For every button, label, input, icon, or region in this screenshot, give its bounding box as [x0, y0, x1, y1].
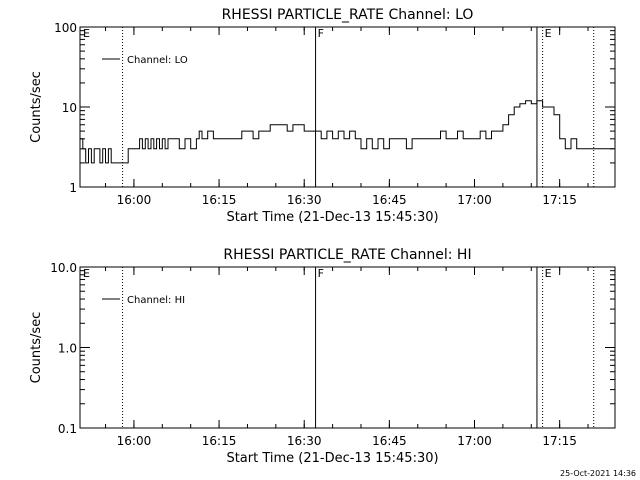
y-tick-label: 1.0 — [58, 342, 77, 356]
x-tick-label: 17:15 — [542, 193, 577, 207]
x-axis-label: Start Time (21-Dec-13 15:45:30) — [226, 210, 438, 225]
x-tick-label: 16:00 — [117, 434, 152, 448]
y-axis-label: Counts/sec — [29, 71, 44, 143]
event-marker-label: E — [83, 267, 90, 280]
x-tick-label: 16:15 — [202, 193, 237, 207]
x-tick-label: 16:45 — [372, 193, 407, 207]
y-tick-label: 100 — [54, 21, 77, 35]
plot-frame — [79, 26, 616, 188]
panel-hi: RHESSI PARTICLE_RATE Channel: HI 0.1 1.0 10… — [29, 247, 616, 466]
y-tick-label: 10.0 — [50, 261, 77, 275]
plot-timestamp: 25-Oct-2021 14:36 — [560, 469, 636, 478]
x-tick-label: 17:15 — [542, 434, 577, 448]
x-tick-label: 16:30 — [287, 434, 322, 448]
legend-label: Channel: HI — [127, 295, 185, 306]
x-tick-label: 16:00 — [117, 193, 152, 207]
y-tick-label: 10 — [62, 101, 77, 115]
x-tick-label: 16:15 — [202, 434, 237, 448]
y-axis-label: Counts/sec — [29, 312, 44, 384]
x-axis-label: Start Time (21-Dec-13 15:45:30) — [226, 451, 438, 466]
legend-label: Channel: LO — [127, 55, 188, 66]
y-tick-label: 0.1 — [58, 422, 77, 436]
series-line-lo — [80, 100, 614, 164]
x-tick-label: 16:45 — [372, 434, 407, 448]
x-tick-label: 17:00 — [457, 193, 492, 207]
plot-frame — [79, 266, 616, 429]
event-marker-label: E — [83, 27, 90, 40]
chart-title: RHESSI PARTICLE_RATE Channel: HI — [223, 247, 471, 263]
y-tick-label: 1 — [69, 181, 77, 195]
x-tick-label: 17:00 — [457, 434, 492, 448]
panel-lo: RHESSI PARTICLE_RATE Channel: LO 1 10 100 16… — [29, 7, 616, 225]
event-marker-label: E — [545, 27, 552, 40]
event-marker-label: E — [545, 267, 552, 280]
x-tick-label: 16:30 — [287, 193, 322, 207]
event-marker-label: F — [318, 27, 324, 40]
chart-title: RHESSI PARTICLE_RATE Channel: LO — [222, 7, 474, 23]
event-marker-label: F — [318, 267, 324, 280]
